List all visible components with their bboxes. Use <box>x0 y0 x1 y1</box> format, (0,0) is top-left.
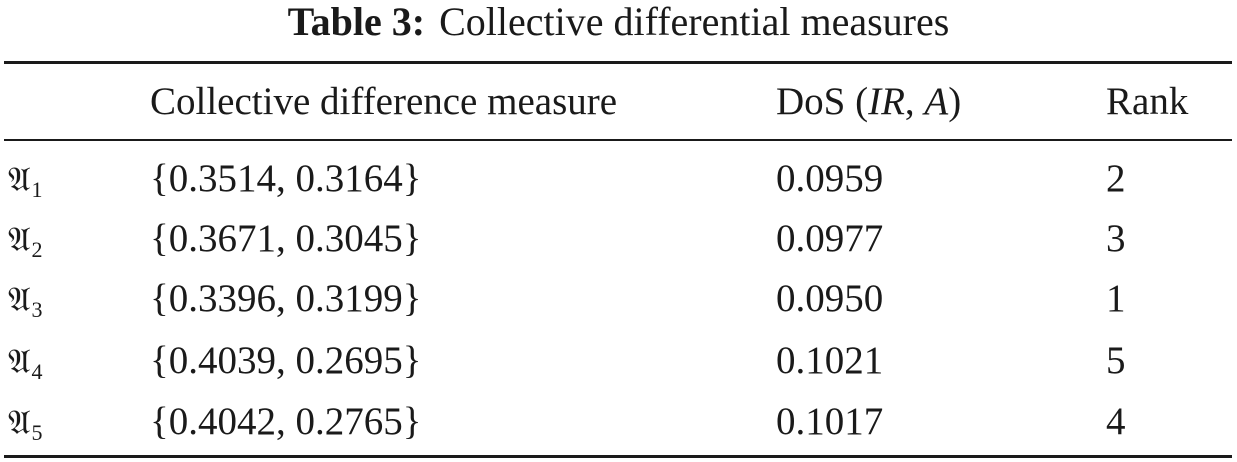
measure-cell: {0.4042, 0.2765} <box>150 400 422 443</box>
rank-cell: 3 <box>1106 217 1126 260</box>
header-dos-comma: , <box>904 80 925 123</box>
header-dos-ir: IR <box>868 80 905 123</box>
alternative-subscript: 1 <box>31 177 43 202</box>
rank-cell: 5 <box>1106 339 1126 382</box>
dos-cell: 0.0950 <box>776 277 884 320</box>
header-dos-a: A <box>924 80 949 123</box>
alternative-symbol: 𝔄 <box>8 280 31 320</box>
table-bottom-rule <box>4 455 1232 458</box>
header-measure: Collective difference measure <box>150 80 618 123</box>
rank-cell: 2 <box>1106 157 1126 200</box>
dos-cell: 0.1017 <box>776 400 884 443</box>
alternative-subscript: 4 <box>31 359 43 384</box>
table-top-rule <box>4 61 1232 64</box>
dos-cell: 0.0959 <box>776 157 884 200</box>
alternative-cell: 𝔄4 <box>8 339 43 394</box>
dos-cell: 0.1021 <box>776 339 884 382</box>
header-dos-prefix: DoS ( <box>776 80 869 123</box>
table-caption-text: Collective differential measures <box>439 0 950 44</box>
alternative-symbol: 𝔄 <box>8 342 31 382</box>
alternative-symbol: 𝔄 <box>8 220 31 260</box>
measure-cell: {0.3671, 0.3045} <box>150 217 422 260</box>
header-dos: DoS (IR, A) <box>776 80 961 124</box>
header-rank: Rank <box>1106 80 1189 123</box>
table-caption: Table 3: Collective differential measures <box>0 0 1237 52</box>
dos-cell: 0.0977 <box>776 217 884 260</box>
measure-cell: {0.4039, 0.2695} <box>150 339 422 382</box>
rank-cell: 1 <box>1106 277 1126 320</box>
rank-cell: 4 <box>1106 400 1126 443</box>
alternative-subscript: 3 <box>31 297 43 322</box>
table-caption-label: Table 3: <box>287 0 426 44</box>
alternative-cell: 𝔄3 <box>8 277 43 332</box>
table-header-rule <box>4 139 1232 141</box>
measure-cell: {0.3514, 0.3164} <box>150 157 422 200</box>
alternative-symbol: 𝔄 <box>8 160 31 200</box>
alternative-cell: 𝔄5 <box>8 400 43 455</box>
alternative-symbol: 𝔄 <box>8 403 31 443</box>
header-dos-suffix: ) <box>948 80 962 123</box>
alternative-subscript: 2 <box>31 237 43 262</box>
alternative-cell: 𝔄2 <box>8 217 43 272</box>
measure-cell: {0.3396, 0.3199} <box>150 277 422 320</box>
alternative-cell: 𝔄1 <box>8 157 43 212</box>
alternative-subscript: 5 <box>31 420 43 445</box>
